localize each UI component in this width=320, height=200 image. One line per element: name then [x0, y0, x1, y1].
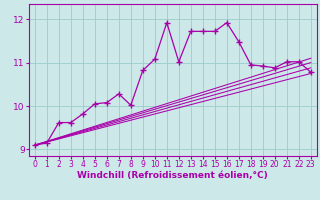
X-axis label: Windchill (Refroidissement éolien,°C): Windchill (Refroidissement éolien,°C): [77, 171, 268, 180]
